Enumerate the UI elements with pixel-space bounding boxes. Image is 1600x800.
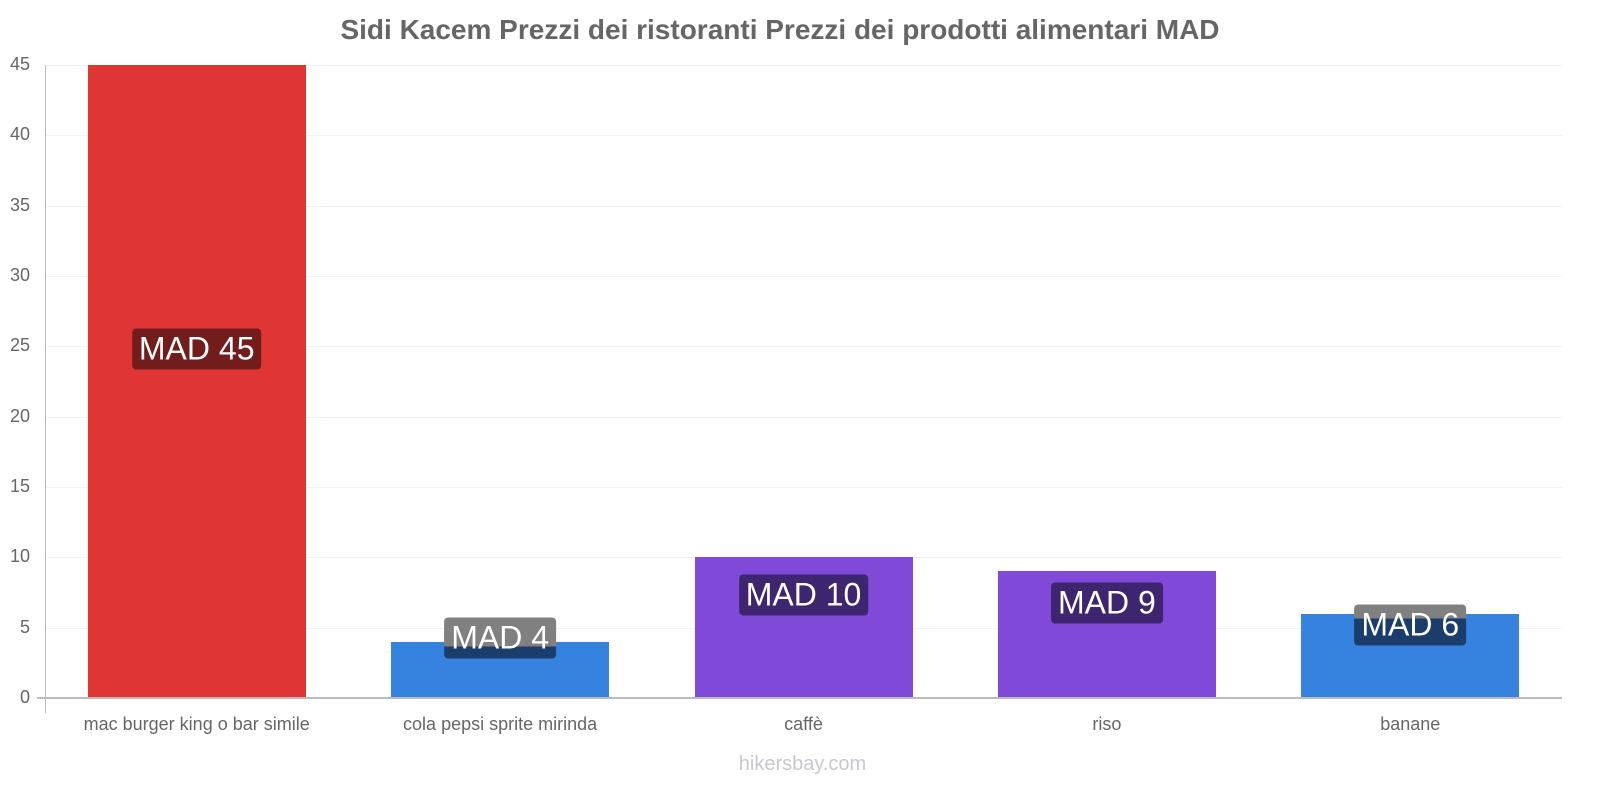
bar-value-label: MAD 9: [1050, 582, 1163, 624]
bar-value-label: MAD 45: [131, 328, 262, 369]
gridline: [45, 346, 1562, 348]
x-tick-label: banane: [1380, 714, 1441, 734]
gridline: [45, 487, 1562, 488]
y-tick-label: 20: [9, 405, 30, 426]
chart-title: Sidi Kacem Prezzi dei ristoranti Prezzi …: [340, 14, 1220, 45]
y-tick-label: 5: [19, 616, 30, 637]
watermark: hikersbay.com: [738, 753, 867, 775]
plot-area: MAD 45 MAD 4 MAD 10 MAD 9 MAD 6: [45, 65, 1562, 699]
x-tick-label: riso: [1092, 714, 1122, 734]
y-tick-label: 35: [9, 194, 30, 215]
x-axis-line: [37, 697, 1562, 699]
y-tick-label: 10: [9, 546, 30, 567]
y-tick-label: 0: [19, 687, 30, 707]
bar-value-label: MAD 4: [444, 617, 556, 659]
gridline: [45, 276, 1562, 277]
y-tick-label: 25: [9, 335, 30, 356]
y-tick-label: 40: [9, 124, 30, 145]
gridline: [45, 416, 1562, 418]
bar[interactable]: [87, 65, 306, 698]
y-tick-label: 45: [9, 54, 30, 74]
x-tick-label: mac burger king o bar simile: [83, 714, 310, 734]
y-tick-label: 15: [9, 476, 30, 496]
x-tick-label: caffè: [784, 714, 823, 734]
bar-value-label: MAD 10: [738, 574, 869, 616]
gridline: [45, 205, 1562, 207]
gridline: [45, 65, 1562, 66]
x-tick-label: cola pepsi sprite mirinda: [403, 714, 598, 734]
y-axis-line: [45, 65, 46, 713]
gridline: [45, 135, 1562, 137]
y-tick-label: 30: [9, 265, 30, 285]
bar-value-label: MAD 6: [1354, 604, 1467, 646]
